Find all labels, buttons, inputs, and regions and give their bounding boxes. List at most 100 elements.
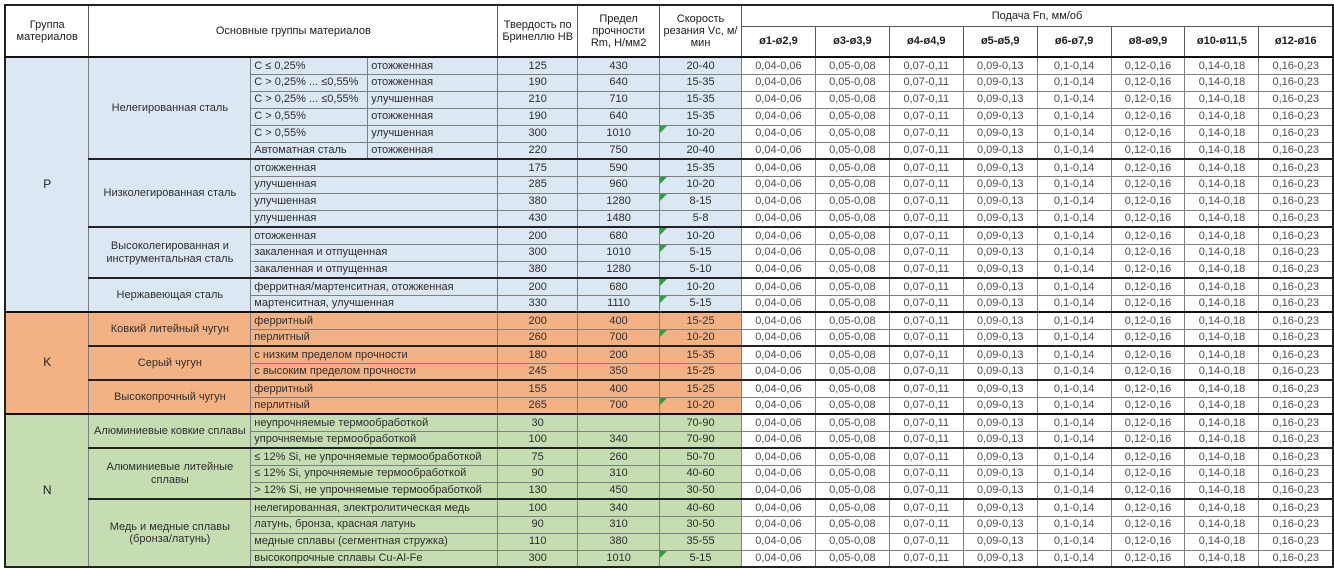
feed-value-cell[interactable]: 0,16-0,23 bbox=[1258, 209, 1334, 228]
section-name-cell[interactable]: Нелегированная сталь bbox=[88, 56, 252, 160]
feed-value-cell[interactable]: 0,04-0,06 bbox=[740, 158, 816, 177]
feed-value-cell[interactable]: 0,05-0,08 bbox=[814, 413, 890, 432]
feed-value-cell[interactable]: 0,16-0,23 bbox=[1258, 532, 1334, 551]
feed-value-cell[interactable]: 0,14-0,18 bbox=[1184, 447, 1260, 466]
feed-value-cell[interactable]: 0,09-0,13 bbox=[962, 396, 1038, 415]
feed-value-cell[interactable]: 0,12-0,16 bbox=[1110, 124, 1186, 143]
feed-value-cell[interactable]: 0,07-0,11 bbox=[888, 209, 964, 228]
feed-value-cell[interactable]: 0,09-0,13 bbox=[962, 226, 1038, 245]
cutting-speed-value-cell[interactable]: 15-35 bbox=[659, 73, 742, 92]
feed-value-cell[interactable]: 0,04-0,06 bbox=[740, 464, 816, 483]
feed-value-cell[interactable]: 0,12-0,16 bbox=[1110, 294, 1186, 313]
feed-value-cell[interactable]: 0,1-0,14 bbox=[1036, 56, 1112, 75]
feed-value-cell[interactable]: 0,1-0,14 bbox=[1036, 141, 1112, 160]
feed-value-cell[interactable]: 0,12-0,16 bbox=[1110, 549, 1186, 568]
feed-value-cell[interactable]: 0,14-0,18 bbox=[1184, 192, 1260, 211]
feed-value-cell[interactable]: 0,04-0,06 bbox=[740, 515, 816, 534]
feed-value-cell[interactable]: 0,16-0,23 bbox=[1258, 396, 1334, 415]
feed-value-cell[interactable]: 0,12-0,16 bbox=[1110, 243, 1186, 262]
strength-value-cell[interactable]: 260 bbox=[577, 447, 661, 466]
header-main-material-groups[interactable]: Основные группы материалов bbox=[88, 4, 499, 58]
feed-value-cell[interactable]: 0,1-0,14 bbox=[1036, 481, 1112, 500]
feed-value-cell[interactable]: 0,09-0,13 bbox=[962, 413, 1038, 432]
feed-value-cell[interactable]: 0,12-0,16 bbox=[1110, 260, 1186, 279]
feed-value-cell[interactable]: 0,04-0,06 bbox=[740, 311, 816, 330]
feed-value-cell[interactable]: 0,05-0,08 bbox=[814, 549, 890, 568]
feed-value-cell[interactable]: 0,12-0,16 bbox=[1110, 498, 1186, 517]
feed-value-cell[interactable]: 0,1-0,14 bbox=[1036, 175, 1112, 194]
feed-value-cell[interactable]: 0,05-0,08 bbox=[814, 226, 890, 245]
feed-value-cell[interactable]: 0,14-0,18 bbox=[1184, 549, 1260, 568]
feed-value-cell[interactable]: 0,16-0,23 bbox=[1258, 90, 1334, 109]
feed-value-cell[interactable]: 0,12-0,16 bbox=[1110, 277, 1186, 296]
feed-value-cell[interactable]: 0,05-0,08 bbox=[814, 209, 890, 228]
feed-value-cell[interactable]: 0,16-0,23 bbox=[1258, 56, 1334, 75]
material-description-cell[interactable]: неупрочняемые термообработкой bbox=[250, 413, 499, 432]
material-property-cell[interactable]: Автоматная сталь bbox=[250, 141, 369, 160]
material-description-cell[interactable]: ферритный bbox=[250, 379, 499, 398]
strength-value-cell[interactable]: 1480 bbox=[577, 209, 661, 228]
cutting-speed-value-cell[interactable]: 50-70 bbox=[659, 447, 742, 466]
feed-value-cell[interactable]: 0,12-0,16 bbox=[1110, 413, 1186, 432]
material-description-cell[interactable]: высокопрочные сплавы Cu-Al-Fe bbox=[250, 549, 499, 568]
feed-value-cell[interactable]: 0,09-0,13 bbox=[962, 73, 1038, 92]
feed-value-cell[interactable]: 0,07-0,11 bbox=[888, 515, 964, 534]
feed-value-cell[interactable]: 0,14-0,18 bbox=[1184, 481, 1260, 500]
material-property-cell[interactable]: C > 0,25% ... ≤0,55% bbox=[250, 90, 369, 109]
feed-value-cell[interactable]: 0,07-0,11 bbox=[888, 243, 964, 262]
cutting-speed-value-cell[interactable]: 70-90 bbox=[659, 430, 742, 449]
strength-value-cell[interactable]: 1280 bbox=[577, 192, 661, 211]
strength-value-cell[interactable]: 380 bbox=[577, 532, 661, 551]
feed-value-cell[interactable]: 0,14-0,18 bbox=[1184, 158, 1260, 177]
feed-value-cell[interactable]: 0,05-0,08 bbox=[814, 481, 890, 500]
feed-value-cell[interactable]: 0,07-0,11 bbox=[888, 549, 964, 568]
feed-value-cell[interactable]: 0,12-0,16 bbox=[1110, 90, 1186, 109]
feed-value-cell[interactable]: 0,05-0,08 bbox=[814, 124, 890, 143]
feed-value-cell[interactable]: 0,07-0,11 bbox=[888, 107, 964, 126]
cutting-speed-value-cell[interactable]: 40-60 bbox=[659, 498, 742, 517]
hardness-value-cell[interactable]: 180 bbox=[497, 345, 579, 364]
cutting-speed-value-cell[interactable]: 15-35 bbox=[659, 107, 742, 126]
feed-value-cell[interactable]: 0,16-0,23 bbox=[1258, 175, 1334, 194]
feed-value-cell[interactable]: 0,05-0,08 bbox=[814, 56, 890, 75]
cutting-speed-value-cell[interactable]: 30-50 bbox=[659, 481, 742, 500]
material-description-cell[interactable]: с низким пределом прочности bbox=[250, 345, 499, 364]
material-description-cell[interactable]: закаленная и отпущенная bbox=[250, 260, 499, 279]
feed-value-cell[interactable]: 0,1-0,14 bbox=[1036, 73, 1112, 92]
feed-value-cell[interactable]: 0,12-0,16 bbox=[1110, 362, 1186, 381]
hardness-value-cell[interactable]: 190 bbox=[497, 73, 579, 92]
feed-value-cell[interactable]: 0,1-0,14 bbox=[1036, 396, 1112, 415]
feed-value-cell[interactable]: 0,16-0,23 bbox=[1258, 158, 1334, 177]
cutting-speed-value-cell[interactable]: 40-60 bbox=[659, 464, 742, 483]
strength-value-cell[interactable]: 710 bbox=[577, 90, 661, 109]
feed-value-cell[interactable]: 0,14-0,18 bbox=[1184, 413, 1260, 432]
feed-value-cell[interactable]: 0,12-0,16 bbox=[1110, 192, 1186, 211]
feed-value-cell[interactable]: 0,04-0,06 bbox=[740, 498, 816, 517]
feed-value-cell[interactable]: 0,07-0,11 bbox=[888, 498, 964, 517]
feed-value-cell[interactable]: 0,07-0,11 bbox=[888, 345, 964, 364]
strength-value-cell[interactable]: 590 bbox=[577, 158, 661, 177]
feed-value-cell[interactable]: 0,12-0,16 bbox=[1110, 345, 1186, 364]
feed-value-cell[interactable]: 0,07-0,11 bbox=[888, 447, 964, 466]
header-diameter-range[interactable]: ø3-ø3,9 bbox=[814, 26, 890, 58]
header-feed[interactable]: Подача Fn, мм/об bbox=[740, 4, 1334, 27]
strength-value-cell[interactable]: 310 bbox=[577, 515, 661, 534]
feed-value-cell[interactable]: 0,05-0,08 bbox=[814, 311, 890, 330]
feed-value-cell[interactable]: 0,09-0,13 bbox=[962, 192, 1038, 211]
cutting-speed-value-cell[interactable]: 10-20 bbox=[659, 277, 742, 296]
strength-value-cell[interactable]: 700 bbox=[577, 328, 661, 347]
strength-value-cell[interactable]: 1010 bbox=[577, 243, 661, 262]
feed-value-cell[interactable]: 0,04-0,06 bbox=[740, 90, 816, 109]
feed-value-cell[interactable]: 0,04-0,06 bbox=[740, 209, 816, 228]
material-state-cell[interactable]: отожженная bbox=[367, 107, 499, 126]
feed-value-cell[interactable]: 0,07-0,11 bbox=[888, 362, 964, 381]
feed-value-cell[interactable]: 0,05-0,08 bbox=[814, 192, 890, 211]
feed-value-cell[interactable]: 0,16-0,23 bbox=[1258, 549, 1334, 568]
feed-value-cell[interactable]: 0,14-0,18 bbox=[1184, 209, 1260, 228]
feed-value-cell[interactable]: 0,1-0,14 bbox=[1036, 515, 1112, 534]
feed-value-cell[interactable]: 0,04-0,06 bbox=[740, 396, 816, 415]
feed-value-cell[interactable]: 0,07-0,11 bbox=[888, 481, 964, 500]
feed-value-cell[interactable]: 0,12-0,16 bbox=[1110, 226, 1186, 245]
cutting-speed-value-cell[interactable]: 10-20 bbox=[659, 226, 742, 245]
header-diameter-range[interactable]: ø1-ø2,9 bbox=[740, 26, 816, 58]
